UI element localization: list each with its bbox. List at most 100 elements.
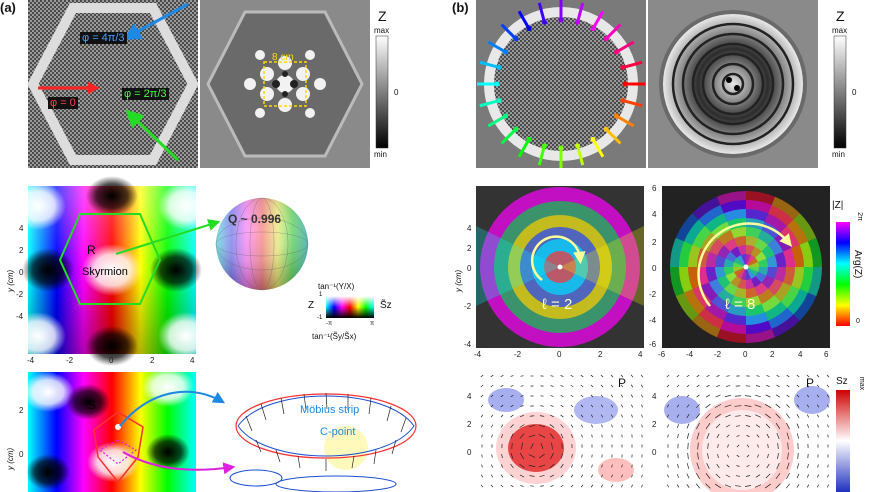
b-r-xtick-m6: -6 [658, 350, 666, 359]
circular-array-photo [476, 0, 646, 168]
a-lower-ytick-0: 0 [19, 450, 24, 459]
b-r-lower-ytick-4: 4 [652, 392, 657, 401]
b-ytick-0: 0 [467, 264, 472, 273]
colorkey-one: 1 [319, 292, 323, 298]
colorbar-b-mid: 0 [852, 88, 857, 97]
b-r-xtick-0: 0 [743, 350, 748, 359]
b-r-xtick-m4: -4 [686, 350, 694, 359]
colorbar-b [833, 35, 847, 149]
b-r-xtick-6: 6 [824, 350, 829, 359]
colorkey-neg-pi: -π [326, 321, 333, 327]
b-xtick-m2: -2 [514, 350, 522, 359]
sz-colorbar [836, 390, 850, 492]
b-r-xtick-m2: -2 [714, 350, 722, 359]
colorbar-a [375, 35, 389, 149]
b-ytick-2: 2 [467, 244, 472, 253]
a-ytick-4: 4 [19, 224, 24, 233]
p-label-right: P [806, 376, 815, 390]
colorbar-b-min: min [832, 150, 845, 159]
panel-b-label: (b) [452, 0, 469, 15]
cpoint-label: C-point [320, 426, 356, 438]
colorkey-neg-one: -1 [317, 315, 323, 321]
panel-a-ylabel: y (cm) [6, 269, 15, 292]
a-xtick-2: 2 [150, 356, 155, 365]
b-lower-ytick-2: 2 [467, 420, 472, 429]
a-ytick-m2: -2 [16, 290, 24, 299]
lower-point-label: S [88, 398, 97, 412]
two-pi-label: 2π [855, 212, 863, 221]
phase-label-0: φ = 0 [48, 97, 78, 109]
b-xtick-2: 2 [598, 350, 603, 359]
skyrmion-sphere [215, 197, 309, 291]
b-r-ytick-2: 2 [652, 238, 657, 247]
phase-label-2pi3: φ = 2π/3 [122, 88, 169, 100]
b-r-ytick-4: 4 [652, 210, 657, 219]
cpoint-map [22, 367, 236, 492]
b-r-ytick-m6: -6 [649, 340, 657, 349]
b-r-ytick-6: 6 [652, 184, 657, 193]
vortex-ring-field [648, 0, 818, 168]
colorkey-pi: π [370, 321, 375, 327]
a-ytick-m4: -4 [16, 312, 24, 321]
hexagon-photo [27, 0, 199, 168]
b-xtick-m4: -4 [474, 350, 482, 359]
b-lower-ytick-4: 4 [467, 392, 472, 401]
skyrmion-name: Skyrmion [82, 266, 128, 278]
l2-label: ℓ = 2 [542, 296, 573, 313]
colorkey-square [326, 296, 374, 318]
a-xtick-4: 4 [190, 356, 195, 365]
hexagon-field-map [200, 0, 370, 168]
b-r-lower-ytick-0: 0 [652, 448, 657, 457]
b-ytick-m4: -4 [464, 340, 472, 349]
abs-z-label: |Z| [832, 200, 844, 211]
a-xtick-0: 0 [109, 356, 114, 365]
quiver-map-l8 [662, 370, 830, 492]
b-xtick-4: 4 [638, 350, 643, 359]
sz-label: Sz [836, 376, 848, 387]
sz-max-label: max [858, 376, 866, 391]
colorbar-a-max: max [374, 26, 390, 35]
b-r-xtick-2: 2 [770, 350, 775, 359]
b-r-xtick-4: 4 [798, 350, 803, 359]
zero-label: 0 [856, 318, 860, 325]
panel-a-lower-ylabel: y (cm) [6, 447, 15, 470]
b-r-lower-ytick-2: 2 [652, 420, 657, 429]
dash-box-label: 8 cm [272, 52, 294, 63]
a-lower-ytick-2: 2 [19, 406, 24, 415]
colorbar-b-title: Z [836, 8, 845, 24]
l8-label: ℓ = 8 [725, 296, 756, 313]
sphere-label: Q ~ 0.996 [228, 212, 282, 226]
colorbar-b-max: max [832, 26, 848, 35]
b-r-ytick-m2: -2 [649, 290, 657, 299]
b-r-ytick-0: 0 [652, 264, 657, 273]
b-r-ytick-m4: -4 [649, 316, 657, 325]
vortex-l8-map [662, 186, 830, 348]
a-xtick-m4: -4 [27, 356, 35, 365]
panel-a-label: (a) [0, 0, 16, 15]
quiver-map-l2 [476, 370, 644, 492]
arg-label: Arg(Z) [852, 250, 863, 279]
colorkey-top-label: tan⁻¹(Y/X) [318, 282, 355, 291]
mobius-strip [229, 392, 417, 492]
b-ytick-m2: -2 [464, 302, 472, 311]
colorkey-left-label: Z [308, 300, 315, 311]
colorbar-a-title: Z [378, 8, 387, 24]
skyrmion-point: R [87, 243, 96, 257]
mobius-label: Möbius strip [300, 404, 360, 416]
skyrmion-map [10, 176, 221, 366]
phase-colorbar [836, 222, 850, 326]
a-ytick-2: 2 [19, 246, 24, 255]
colorkey-right-label: S̃z [380, 300, 392, 311]
colorkey-bottom-label: tan⁻¹(S̃y/S̃x) [312, 332, 357, 341]
b-lower-ytick-0: 0 [467, 448, 472, 457]
colorbar-a-min: min [374, 150, 387, 159]
vortex-l2-map [476, 186, 644, 348]
b-ytick-4: 4 [467, 224, 472, 233]
a-xtick-m2: -2 [66, 356, 74, 365]
a-ytick-0: 0 [19, 268, 24, 277]
b-xtick-0: 0 [557, 350, 562, 359]
phase-label-4pi3: φ = 4π/3 [80, 32, 127, 44]
colorbar-a-mid: 0 [394, 88, 399, 97]
panel-b-ylabel: y (cm) [454, 269, 463, 292]
p-label-left: P [618, 376, 627, 390]
